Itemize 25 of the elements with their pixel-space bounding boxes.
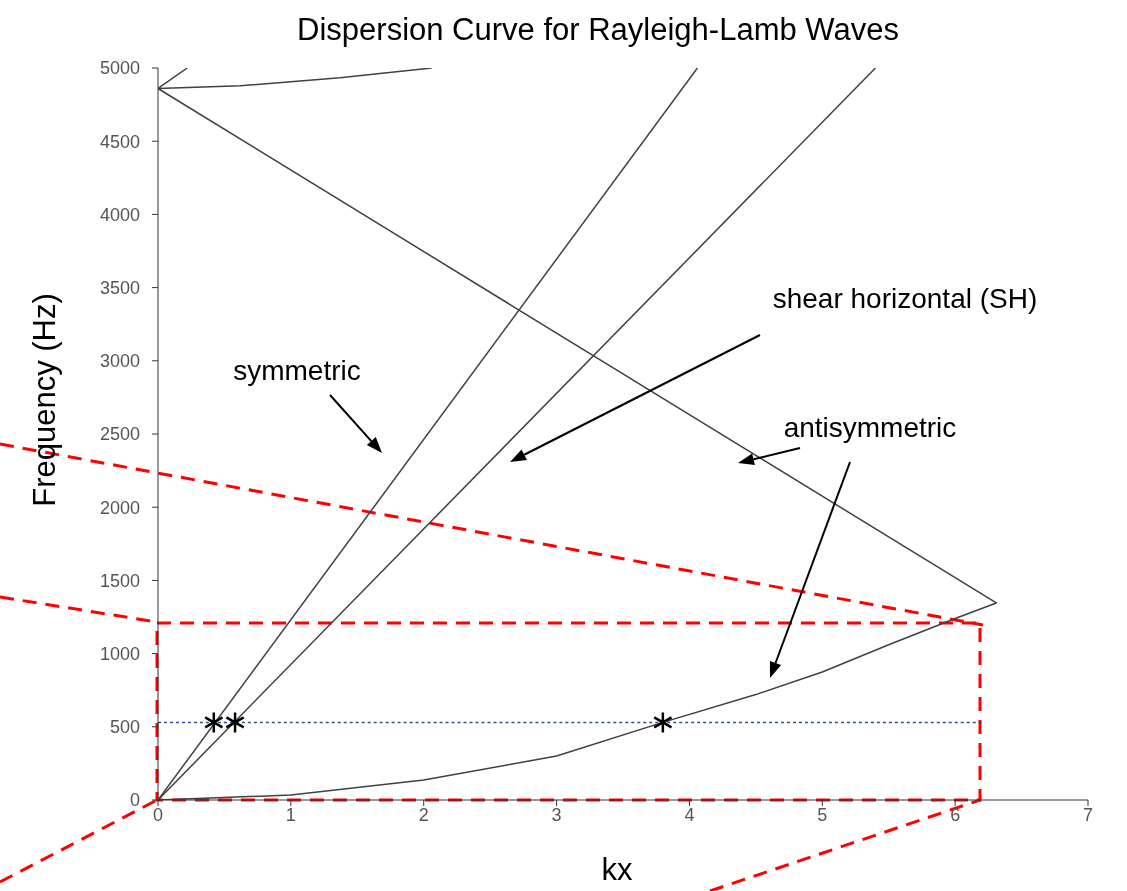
y-tick-label: 500 [109,717,140,738]
y-tick-label: 4000 [99,204,140,225]
y-axis-title: Frequency (Hz) [27,293,62,507]
y-tick-label: 3000 [99,351,140,372]
x-axis-title: kx [601,852,633,887]
x-tick-label: 3 [551,804,562,825]
x-tick-label: 5 [817,804,828,825]
x-tick-label: 6 [950,804,961,825]
y-tick-label: 2500 [99,424,140,445]
x-tick-label: 0 [152,804,164,825]
y-tick-label: 2000 [99,497,140,518]
x-tick-label: 1 [285,804,296,825]
annotation: symmetric [233,355,361,386]
annotation: shear horizontal (SH) [772,283,1038,314]
chart-title: Dispersion Curve for Rayleigh-Lamb Waves [297,12,899,47]
y-tick-label: 3500 [99,277,140,298]
y-tick-label: 5000 [99,58,140,79]
y-tick-label: 1000 [99,643,140,664]
x-tick-label: 7 [1082,804,1094,825]
x-tick-label: 2 [418,804,429,825]
y-tick-label: 4500 [99,131,140,152]
y-tick-label: 1500 [99,570,140,591]
annotation: antisymmetric [783,412,957,443]
x-tick-label: 4 [684,804,695,825]
y-tick-label: 0 [129,790,140,811]
